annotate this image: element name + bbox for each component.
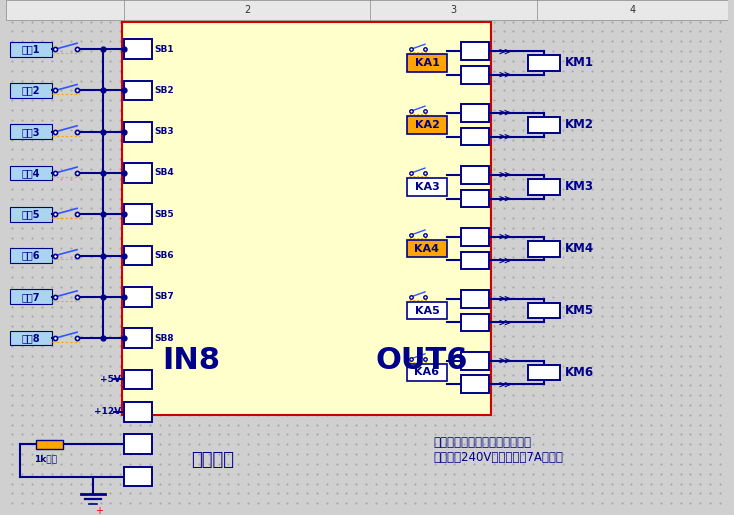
Bar [124, 163, 152, 183]
Text: KA5: KA5 [415, 305, 440, 316]
Text: >>: >> [498, 356, 511, 366]
Bar [124, 39, 152, 59]
Bar [10, 166, 51, 180]
Bar [407, 302, 446, 319]
Text: 4: 4 [629, 5, 636, 15]
Text: 开关5: 开关5 [21, 209, 40, 219]
Bar [10, 289, 51, 304]
Bar [10, 42, 51, 57]
Bar [124, 467, 152, 487]
Text: OUT6: OUT6 [376, 346, 468, 375]
Bar [7, 0, 727, 20]
Bar [10, 207, 51, 221]
Text: KA1: KA1 [415, 58, 440, 68]
Text: +: + [95, 506, 103, 515]
Bar [124, 328, 152, 348]
Text: KA4: KA4 [415, 244, 440, 254]
Text: >>: >> [498, 294, 511, 304]
Bar [462, 104, 489, 122]
Text: KM4: KM4 [564, 242, 594, 255]
Bar [528, 365, 559, 381]
Text: >>: >> [498, 232, 511, 242]
Text: 1k电阻: 1k电阻 [34, 454, 57, 463]
Text: SB2: SB2 [155, 86, 175, 95]
Text: >>: >> [498, 132, 511, 142]
Text: 开关3: 开关3 [21, 127, 40, 136]
Bar [10, 331, 51, 346]
Text: SB4: SB4 [155, 168, 175, 178]
Bar [462, 252, 489, 269]
Bar [407, 240, 446, 258]
Text: +12V: +12V [94, 407, 121, 416]
Bar [124, 80, 152, 100]
Text: （图二）: （图二） [191, 451, 234, 469]
Bar [462, 375, 489, 393]
Bar [528, 241, 559, 256]
Text: >>: >> [498, 70, 511, 80]
Text: 3: 3 [451, 5, 457, 15]
Bar [124, 402, 152, 422]
Bar [124, 204, 152, 224]
Text: SB6: SB6 [155, 251, 175, 260]
Text: 开关2: 开关2 [21, 85, 40, 95]
Bar [462, 228, 489, 246]
Bar [36, 440, 63, 449]
Bar [124, 122, 152, 142]
Text: 2: 2 [244, 5, 250, 15]
Bar [124, 435, 152, 454]
Bar [528, 117, 559, 133]
Bar [123, 22, 491, 415]
Bar [462, 352, 489, 370]
Bar [407, 116, 446, 134]
Bar [407, 54, 446, 72]
Text: 触点耐压240V以下，电流7A以下。: 触点耐压240V以下，电流7A以下。 [434, 451, 564, 464]
Bar [462, 290, 489, 307]
Text: SB8: SB8 [155, 334, 175, 342]
Text: >>: >> [498, 46, 511, 56]
Text: KM2: KM2 [564, 118, 594, 131]
Text: SB1: SB1 [155, 45, 175, 54]
Text: >>: >> [498, 317, 511, 328]
Bar [124, 370, 152, 389]
Text: >>: >> [498, 379, 511, 389]
Text: 开关6: 开关6 [21, 250, 40, 261]
Bar [10, 248, 51, 263]
Text: >>: >> [498, 170, 511, 180]
Bar [462, 314, 489, 331]
Text: KM6: KM6 [564, 366, 594, 379]
Text: KA2: KA2 [415, 120, 440, 130]
Text: KM3: KM3 [564, 180, 594, 193]
Text: 开关8: 开关8 [21, 333, 40, 343]
Bar [462, 42, 489, 60]
Bar [462, 128, 489, 145]
Bar [528, 55, 559, 71]
Bar [124, 287, 152, 306]
Text: >>: >> [498, 255, 511, 265]
Text: KA3: KA3 [415, 182, 440, 192]
Bar [528, 303, 559, 318]
Text: KM1: KM1 [564, 57, 594, 70]
Bar [462, 166, 489, 184]
Bar [528, 179, 559, 195]
Text: SB7: SB7 [155, 293, 175, 301]
Text: SB3: SB3 [155, 127, 175, 136]
Text: KM5: KM5 [564, 304, 594, 317]
Bar [10, 124, 51, 139]
Bar [462, 190, 489, 208]
Bar [462, 66, 489, 83]
Text: >>: >> [498, 108, 511, 118]
Text: >>: >> [498, 194, 511, 203]
Text: SB5: SB5 [155, 210, 175, 219]
Text: 开关1: 开关1 [21, 44, 40, 54]
Text: 输出部份为小型继电器输出方式: 输出部份为小型继电器输出方式 [434, 436, 532, 449]
Bar [407, 178, 446, 196]
Text: 开关4: 开关4 [21, 168, 40, 178]
Text: 开关7: 开关7 [21, 292, 40, 302]
Bar [407, 364, 446, 381]
Bar [10, 83, 51, 98]
Text: +5V: +5V [101, 375, 121, 384]
Bar [124, 246, 152, 265]
Text: KA6: KA6 [415, 368, 440, 377]
Text: IN8: IN8 [162, 346, 220, 375]
